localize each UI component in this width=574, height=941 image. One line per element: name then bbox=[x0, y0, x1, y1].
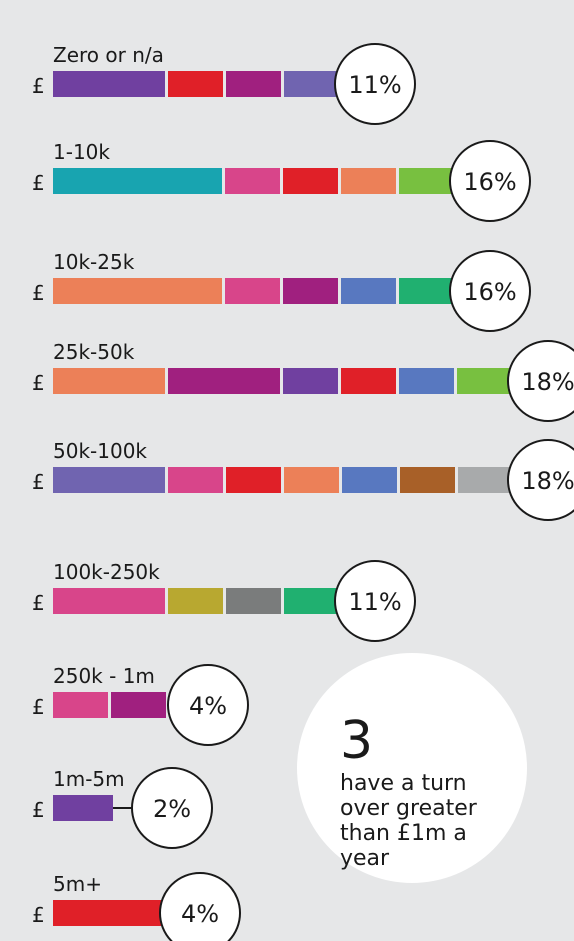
percent-label: 18% bbox=[521, 368, 574, 396]
bar-segment bbox=[53, 168, 222, 194]
bar-segment bbox=[341, 278, 396, 304]
percent-bubble bbox=[507, 439, 574, 521]
percent-label: 16% bbox=[463, 168, 516, 196]
currency-symbol: £ bbox=[32, 695, 45, 719]
bar-segment bbox=[225, 278, 280, 304]
annotation-line: have a turn bbox=[340, 771, 467, 796]
currency-symbol: £ bbox=[32, 281, 45, 305]
bar-segment bbox=[399, 168, 454, 194]
percent-bubble bbox=[159, 872, 241, 941]
bar-segment bbox=[53, 795, 113, 821]
annotation-line: over greater bbox=[340, 796, 478, 821]
bar-segment bbox=[283, 278, 338, 304]
percent-label: 2% bbox=[153, 795, 191, 823]
bar-segment bbox=[53, 368, 165, 394]
percent-bubble bbox=[507, 340, 574, 422]
bar-segment bbox=[400, 467, 455, 493]
percent-label: 4% bbox=[181, 900, 219, 928]
percent-label: 4% bbox=[189, 692, 227, 720]
bar-segment bbox=[341, 168, 396, 194]
bar-segment bbox=[399, 278, 454, 304]
bar-segment bbox=[226, 467, 281, 493]
percent-bubble bbox=[334, 560, 416, 642]
bar-segment bbox=[168, 467, 223, 493]
percent-bubble bbox=[131, 767, 213, 849]
row-label: 1-10k bbox=[53, 140, 110, 164]
percent-label: 11% bbox=[348, 71, 401, 99]
row-label: Zero or n/a bbox=[53, 43, 164, 67]
bar-segment bbox=[53, 71, 165, 97]
row-label: 25k-50k bbox=[53, 340, 135, 364]
annotation-bubble bbox=[297, 653, 527, 883]
bar-segment bbox=[53, 588, 165, 614]
bar-segment bbox=[53, 900, 161, 926]
percent-label: 18% bbox=[521, 467, 574, 495]
percent-bubble bbox=[167, 664, 249, 746]
currency-symbol: £ bbox=[32, 903, 45, 927]
bar-segment bbox=[225, 168, 280, 194]
row-label: 10k-25k bbox=[53, 250, 135, 274]
percent-bubble bbox=[334, 43, 416, 125]
percent-bubble bbox=[449, 140, 531, 222]
bar-segment bbox=[283, 168, 338, 194]
percent-label: 11% bbox=[348, 588, 401, 616]
currency-symbol: £ bbox=[32, 171, 45, 195]
bar-segment bbox=[342, 467, 397, 493]
bar-segment bbox=[168, 368, 280, 394]
row-label: 50k-100k bbox=[53, 439, 147, 463]
bar-segment bbox=[53, 692, 108, 718]
currency-symbol: £ bbox=[32, 591, 45, 615]
bar-segment bbox=[226, 71, 281, 97]
bar-segment bbox=[458, 467, 513, 493]
bar-segment bbox=[399, 368, 454, 394]
percent-bubble bbox=[449, 250, 531, 332]
annotation-line: year bbox=[340, 846, 390, 871]
currency-symbol: £ bbox=[32, 74, 45, 98]
bar-segment bbox=[53, 278, 222, 304]
row-label: 250k - 1m bbox=[53, 664, 155, 688]
bar-segment bbox=[341, 368, 396, 394]
bar-segment bbox=[284, 71, 336, 97]
bar-segment bbox=[284, 588, 339, 614]
bar-segment bbox=[111, 692, 166, 718]
bar-segment bbox=[284, 467, 339, 493]
bar-segment bbox=[283, 368, 338, 394]
currency-symbol: £ bbox=[32, 470, 45, 494]
row-label: 5m+ bbox=[53, 872, 102, 896]
bar-segment bbox=[226, 588, 281, 614]
percent-label: 16% bbox=[463, 278, 516, 306]
currency-symbol: £ bbox=[32, 371, 45, 395]
bar-segment bbox=[168, 588, 223, 614]
bar-segment bbox=[53, 467, 165, 493]
bar-segment bbox=[457, 368, 512, 394]
currency-symbol: £ bbox=[32, 798, 45, 822]
bar-segment bbox=[168, 71, 223, 97]
annotation-line: than £1m a bbox=[340, 821, 467, 846]
annotation-number: 3 bbox=[340, 711, 373, 771]
row-label: 1m-5m bbox=[53, 767, 125, 791]
row-label: 100k-250k bbox=[53, 560, 160, 584]
